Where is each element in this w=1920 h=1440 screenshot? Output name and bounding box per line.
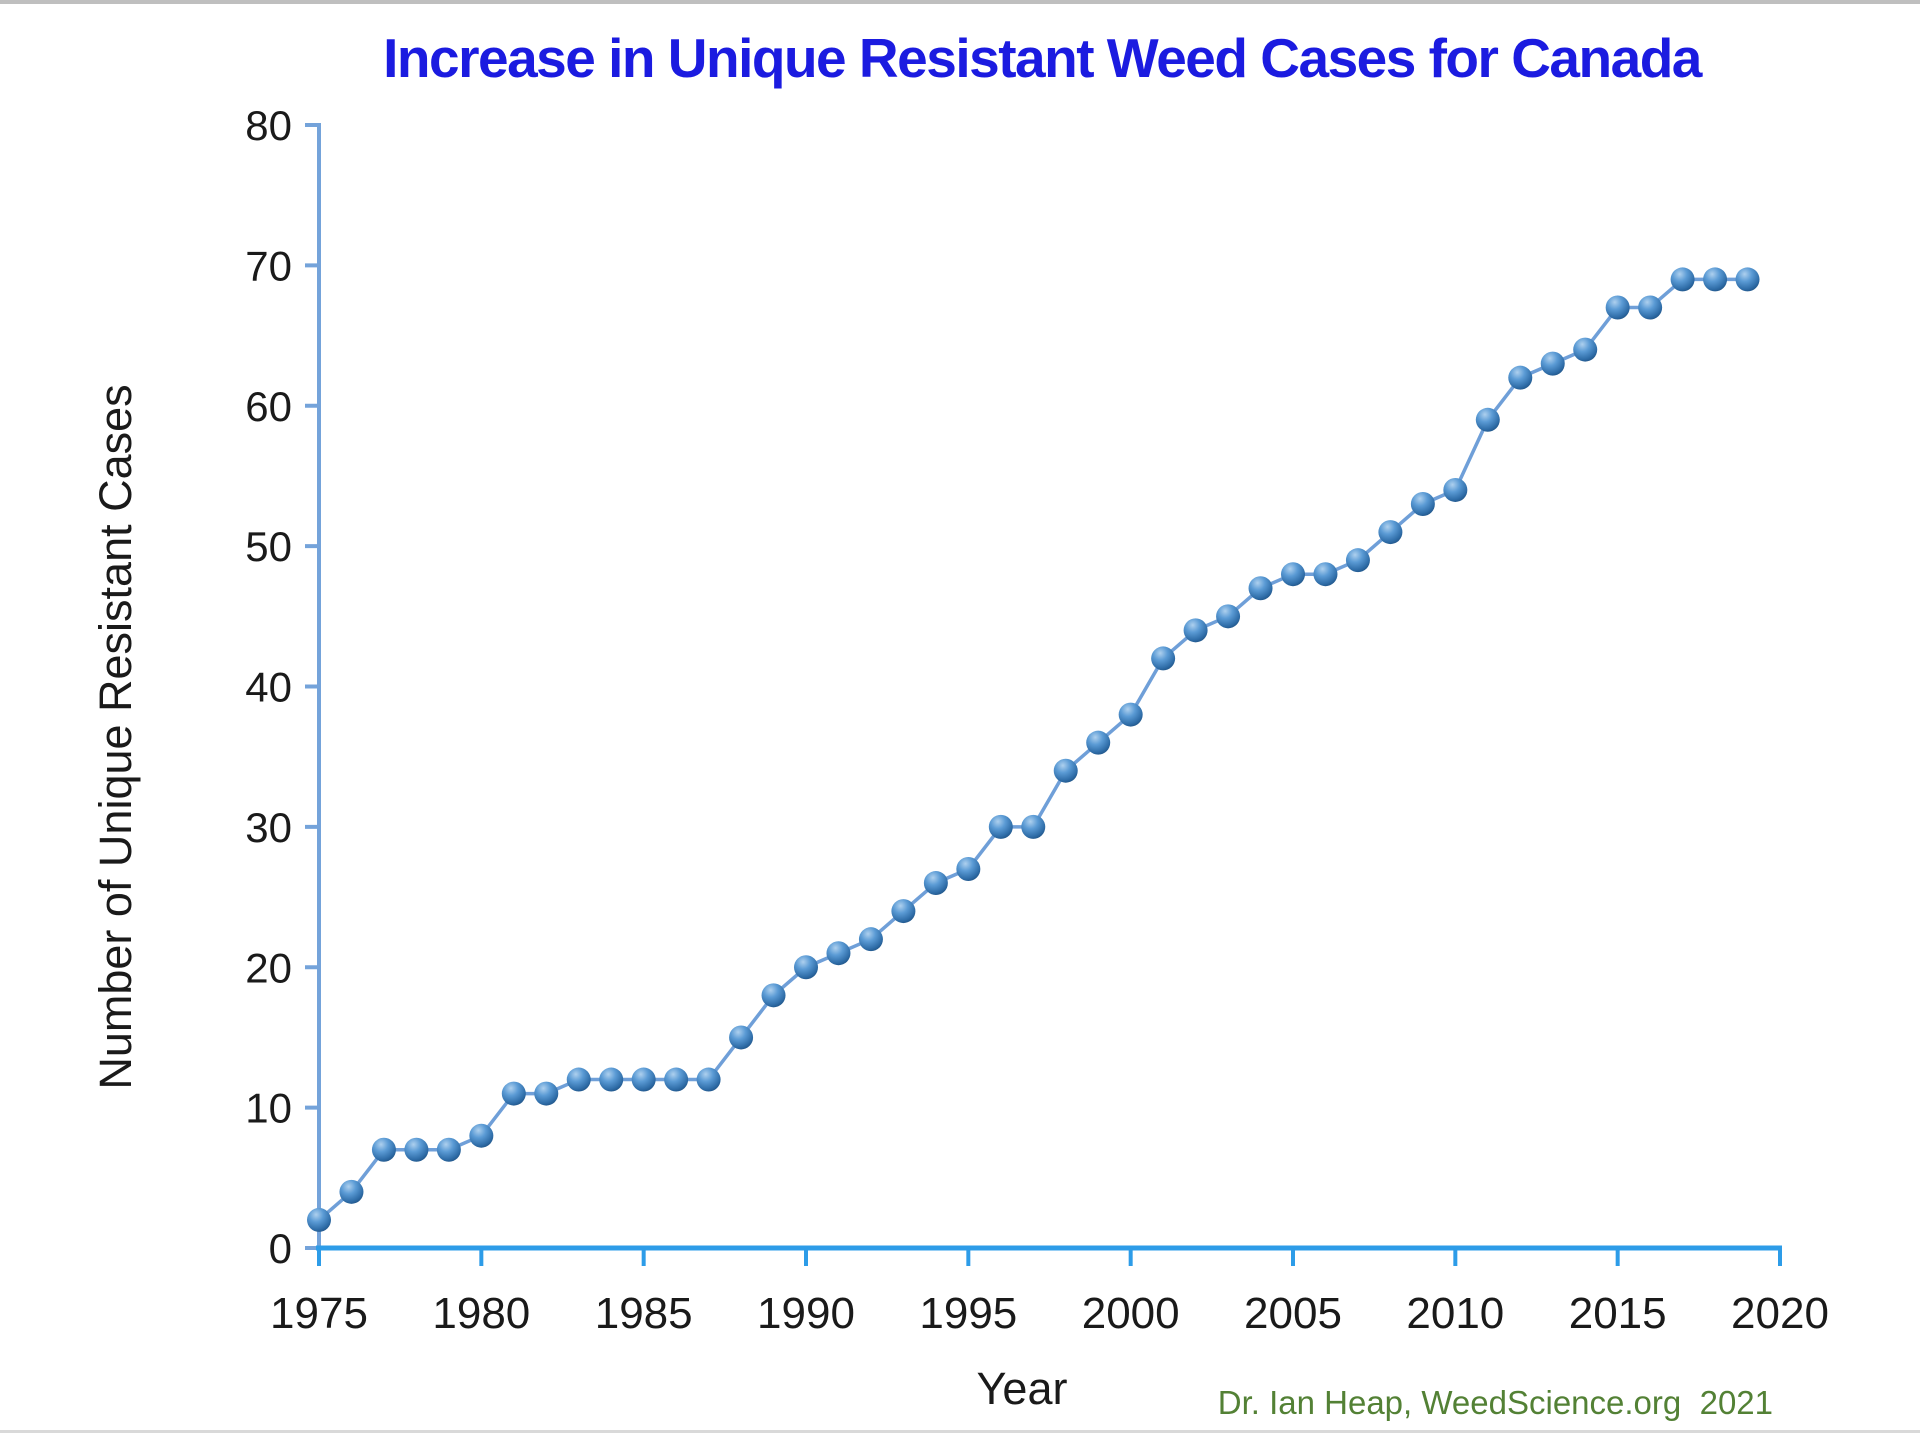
- x-tick-label: 1995: [919, 1289, 1017, 1338]
- data-point: [631, 1067, 656, 1092]
- data-point: [1086, 730, 1111, 755]
- x-tick-label: 2020: [1731, 1289, 1829, 1338]
- data-point: [534, 1081, 559, 1106]
- data-point: [988, 814, 1013, 839]
- y-tick-label: 30: [245, 804, 292, 851]
- y-tick-label: 20: [245, 944, 292, 991]
- data-point: [826, 941, 851, 966]
- data-point: [1475, 407, 1500, 432]
- y-tick-label: 50: [245, 523, 292, 570]
- y-tick-label: 10: [245, 1085, 292, 1132]
- data-point: [761, 983, 786, 1008]
- y-tick-label: 70: [245, 242, 292, 289]
- window-bottom-border: [0, 1430, 1920, 1433]
- data-point: [1508, 365, 1533, 390]
- series-line: [317, 277, 1748, 1222]
- data-point: [1605, 295, 1630, 320]
- data-point: [371, 1137, 396, 1162]
- data-point: [1021, 814, 1046, 839]
- data-point: [891, 899, 916, 924]
- data-point: [858, 927, 883, 952]
- chart-title: Increase in Unique Resistant Weed Cases …: [383, 27, 1702, 89]
- data-point: [1216, 604, 1241, 629]
- y-tick-label: 40: [245, 664, 292, 711]
- data-point: [1118, 702, 1143, 727]
- data-point: [729, 1025, 754, 1050]
- data-point: [404, 1137, 429, 1162]
- x-tick-label: 1990: [757, 1289, 855, 1338]
- data-point: [1281, 562, 1305, 587]
- data-point: [696, 1067, 721, 1092]
- data-point: [1638, 295, 1663, 320]
- data-point: [1540, 351, 1565, 376]
- data-point: [1443, 477, 1468, 502]
- data-point: [339, 1179, 364, 1204]
- data-point: [1053, 758, 1078, 783]
- data-point: [566, 1067, 591, 1092]
- data-point: [1703, 267, 1728, 292]
- data-point: [1378, 520, 1403, 545]
- data-point: [1573, 337, 1598, 362]
- data-point: [956, 856, 981, 881]
- x-axis-title: Year: [976, 1363, 1068, 1414]
- data-point: [599, 1067, 624, 1092]
- y-tick-label: 0: [269, 1225, 292, 1272]
- y-tick-label: 80: [245, 102, 292, 149]
- x-tick-label: 1975: [270, 1289, 368, 1338]
- data-point: [1248, 576, 1273, 601]
- data-point: [794, 955, 818, 980]
- data-point: [923, 871, 948, 896]
- data-point: [1151, 646, 1176, 671]
- x-tick-label: 1980: [432, 1289, 530, 1338]
- data-point: [1345, 548, 1370, 573]
- x-tick-label: 2010: [1406, 1289, 1504, 1338]
- x-tick-label: 2005: [1244, 1289, 1342, 1338]
- data-point: [307, 1207, 331, 1232]
- data-point: [1313, 562, 1338, 587]
- data-point: [469, 1123, 494, 1148]
- x-tick-label: 1985: [595, 1289, 693, 1338]
- y-tick-label: 60: [245, 383, 292, 430]
- data-point: [664, 1067, 689, 1092]
- window-top-border: [0, 0, 1920, 4]
- data-point: [1410, 492, 1435, 517]
- data-point: [501, 1081, 526, 1106]
- x-tick-label: 2015: [1569, 1289, 1667, 1338]
- data-point: [436, 1137, 461, 1162]
- data-point: [1735, 267, 1760, 292]
- data-point: [1670, 267, 1695, 292]
- data-point: [1183, 618, 1208, 643]
- x-tick-label: 2000: [1082, 1289, 1180, 1338]
- attribution-text: Dr. Ian Heap, WeedScience.org 2021: [1217, 1384, 1773, 1421]
